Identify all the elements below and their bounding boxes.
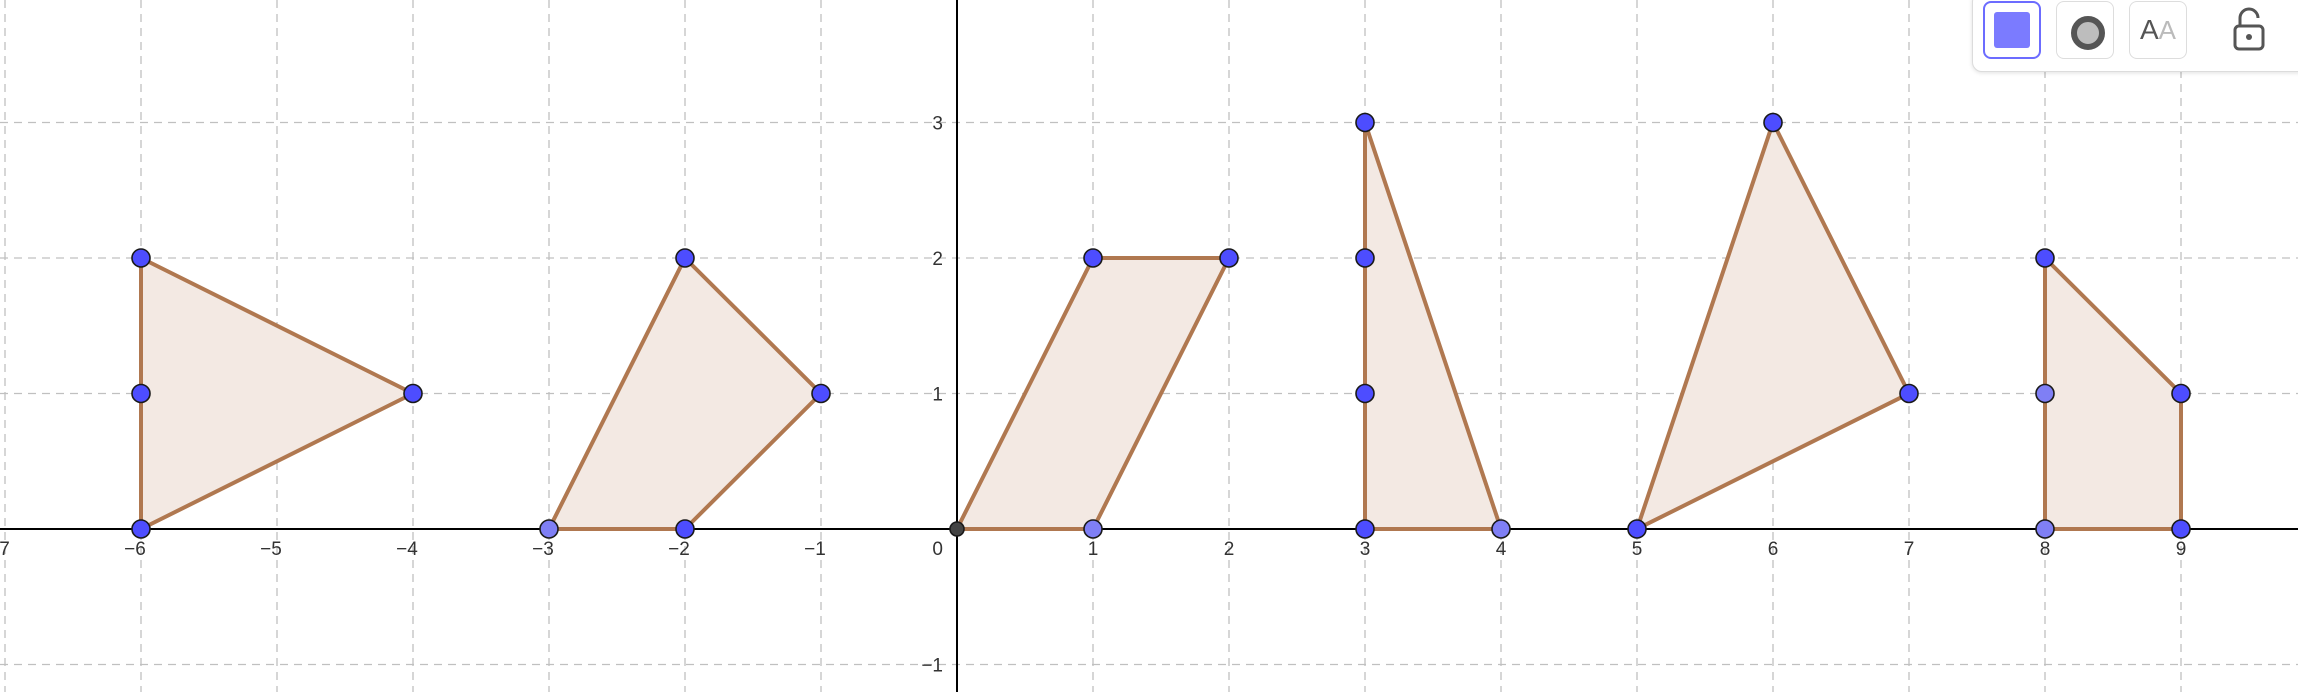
label-aa-light: A	[2158, 15, 2177, 45]
polygons	[139, 120, 2183, 531]
point[interactable]	[1355, 383, 1375, 404]
x-tick-label: −1	[804, 539, 826, 560]
point[interactable]	[2035, 248, 2055, 268]
x-tick-label: 6	[1768, 539, 1779, 560]
point[interactable]	[2035, 383, 2055, 404]
point[interactable]	[539, 519, 559, 539]
point[interactable]	[811, 383, 831, 404]
point[interactable]	[675, 519, 695, 539]
x-tick-label: 1	[1088, 539, 1099, 560]
label-aa-icon: AA	[2130, 2, 2186, 58]
point[interactable]	[2035, 519, 2055, 539]
point[interactable]	[2171, 383, 2191, 404]
point[interactable]	[1763, 112, 1783, 133]
point[interactable]	[1491, 519, 1511, 539]
point[interactable]	[1627, 519, 1647, 539]
x-tick-label: −3	[532, 539, 554, 560]
point[interactable]	[1355, 112, 1375, 133]
point-style-button[interactable]	[2056, 1, 2114, 59]
x-tick-label: 8	[2040, 539, 2051, 560]
style-toolbar: AA	[1972, 0, 2298, 72]
point[interactable]	[403, 383, 423, 404]
lock-button[interactable]	[2219, 1, 2277, 59]
point[interactable]	[131, 519, 151, 539]
y-tick-label: −1	[921, 656, 943, 677]
tick-labels: −7 −6 −5 −4 −3 −2 −1 1 2 3 4 5 6 7 8 9 −1 1 2 3 0	[0, 114, 2186, 677]
color-button[interactable]	[1983, 1, 2041, 59]
x-tick-label: 2	[1224, 539, 1235, 560]
y-tick-label: 3	[932, 114, 943, 135]
point[interactable]	[1219, 248, 1239, 268]
point[interactable]	[675, 248, 695, 268]
x-tick-label: 4	[1496, 539, 1507, 560]
point[interactable]	[949, 521, 965, 537]
x-tick-label: −5	[260, 539, 282, 560]
x-tick-label: −2	[668, 539, 690, 560]
point[interactable]	[131, 383, 151, 404]
x-tick-label: 3	[1360, 539, 1371, 560]
point[interactable]	[1355, 248, 1375, 268]
y-tick-label: 1	[932, 385, 943, 406]
x-tick-label: −4	[396, 539, 418, 560]
triangle-4[interactable]	[1363, 120, 1503, 531]
unlock-icon	[2233, 7, 2265, 51]
point[interactable]	[1083, 519, 1103, 539]
point[interactable]	[2171, 519, 2191, 539]
x-tick-label: −6	[124, 539, 146, 560]
point[interactable]	[131, 248, 151, 268]
origin-label: 0	[932, 539, 943, 560]
x-tick-label: 7	[1904, 539, 1915, 560]
point[interactable]	[1355, 519, 1375, 539]
label-style-button[interactable]: AA	[2129, 1, 2187, 59]
points	[131, 112, 2191, 539]
x-tick-label: 5	[1632, 539, 1643, 560]
point[interactable]	[1899, 383, 1919, 404]
x-tick-label: 9	[2176, 539, 2187, 560]
triangle-5[interactable]	[1635, 120, 1911, 531]
quadrilateral-6[interactable]	[2043, 256, 2183, 531]
x-tick-label: −7	[0, 539, 10, 560]
point[interactable]	[1083, 248, 1103, 268]
point-style-icon	[2071, 16, 2105, 50]
y-tick-label: 2	[932, 249, 943, 270]
color-swatch-icon	[1994, 12, 2030, 48]
label-aa-dark: A	[2139, 14, 2159, 45]
